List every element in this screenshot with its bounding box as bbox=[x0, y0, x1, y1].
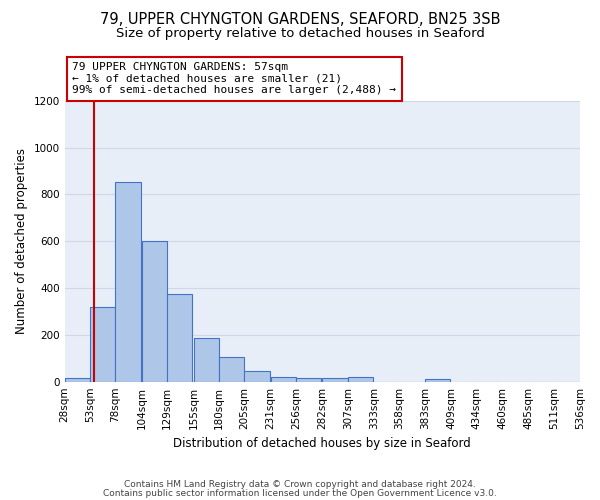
Bar bbox=[425, 380, 450, 382]
Text: Contains HM Land Registry data © Crown copyright and database right 2024.: Contains HM Land Registry data © Crown c… bbox=[124, 480, 476, 489]
Text: Size of property relative to detached houses in Seaford: Size of property relative to detached ho… bbox=[116, 28, 484, 40]
Bar bbox=[90, 307, 115, 382]
Bar bbox=[167, 294, 193, 382]
Text: 79, UPPER CHYNGTON GARDENS, SEAFORD, BN25 3SB: 79, UPPER CHYNGTON GARDENS, SEAFORD, BN2… bbox=[100, 12, 500, 28]
Bar bbox=[322, 378, 347, 382]
X-axis label: Distribution of detached houses by size in Seaford: Distribution of detached houses by size … bbox=[173, 437, 471, 450]
Bar bbox=[347, 377, 373, 382]
Y-axis label: Number of detached properties: Number of detached properties bbox=[15, 148, 28, 334]
Bar bbox=[142, 242, 167, 382]
Bar bbox=[65, 378, 90, 382]
Text: 79 UPPER CHYNGTON GARDENS: 57sqm
← 1% of detached houses are smaller (21)
99% of: 79 UPPER CHYNGTON GARDENS: 57sqm ← 1% of… bbox=[73, 62, 397, 96]
Bar bbox=[193, 338, 219, 382]
Bar bbox=[219, 357, 244, 382]
Bar bbox=[296, 378, 322, 382]
Bar bbox=[271, 377, 296, 382]
Text: Contains public sector information licensed under the Open Government Licence v3: Contains public sector information licen… bbox=[103, 490, 497, 498]
Bar bbox=[115, 182, 141, 382]
Bar bbox=[244, 371, 269, 382]
